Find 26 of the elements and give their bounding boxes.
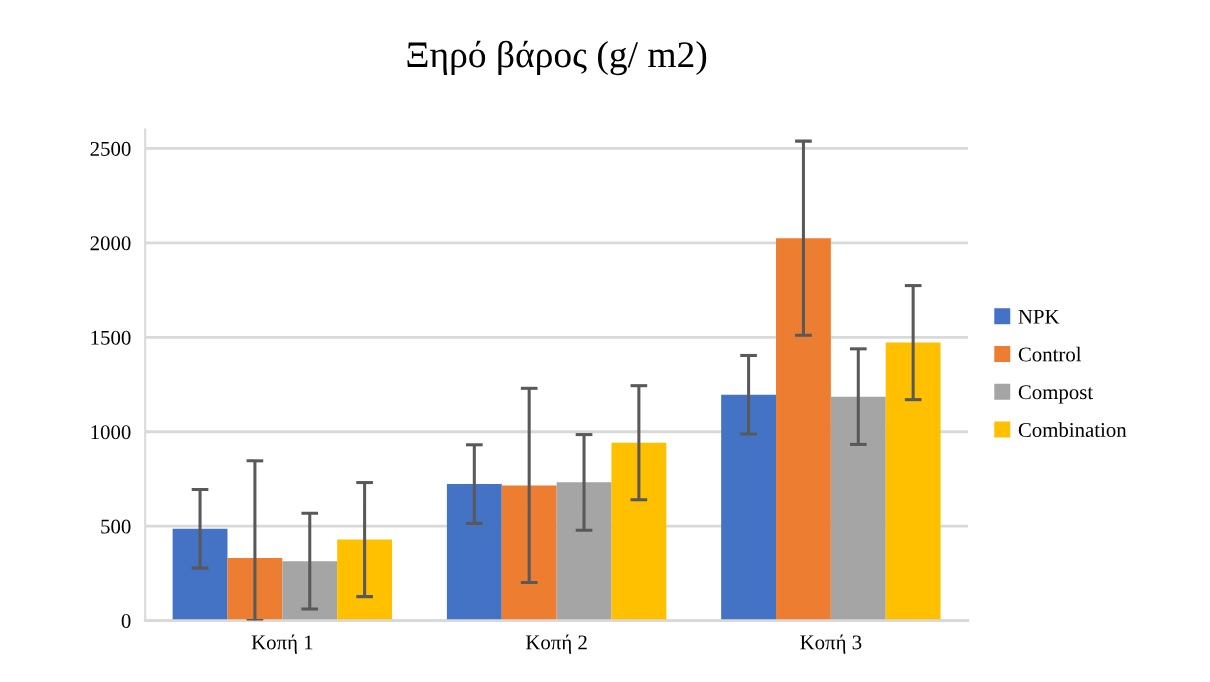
bar: [776, 238, 831, 621]
bar: [830, 396, 886, 621]
bar: [337, 539, 393, 621]
y-tick-label: 1500: [91, 330, 131, 345]
bar: [885, 342, 941, 621]
y-tick-label: 2000: [90, 236, 131, 251]
bar: [556, 482, 612, 621]
x-tick-label: Κοπή 2: [525, 634, 587, 654]
bar: [721, 394, 777, 621]
y-tick-label: 500: [101, 519, 131, 534]
y-tick-label: 1000: [91, 425, 131, 440]
chart-title: Ξηρό βάρος (g/ m2): [407, 40, 707, 76]
x-tick-label: Κοπή 1: [251, 634, 313, 654]
bar: [172, 528, 228, 621]
x-tick-label: Κοπή 3: [800, 634, 862, 654]
bar: [446, 484, 502, 621]
legend-label: NPK: [1018, 309, 1060, 324]
legend-label: Combination: [1018, 422, 1127, 438]
legend-label: Control: [1018, 346, 1082, 362]
bar: [227, 557, 283, 621]
y-tick-label: 2500: [90, 141, 131, 156]
bar: [611, 442, 667, 621]
legend-label: Compost: [1018, 385, 1094, 404]
bar: [501, 485, 557, 621]
y-tick-label: 0: [121, 613, 131, 629]
bar: [282, 561, 338, 621]
